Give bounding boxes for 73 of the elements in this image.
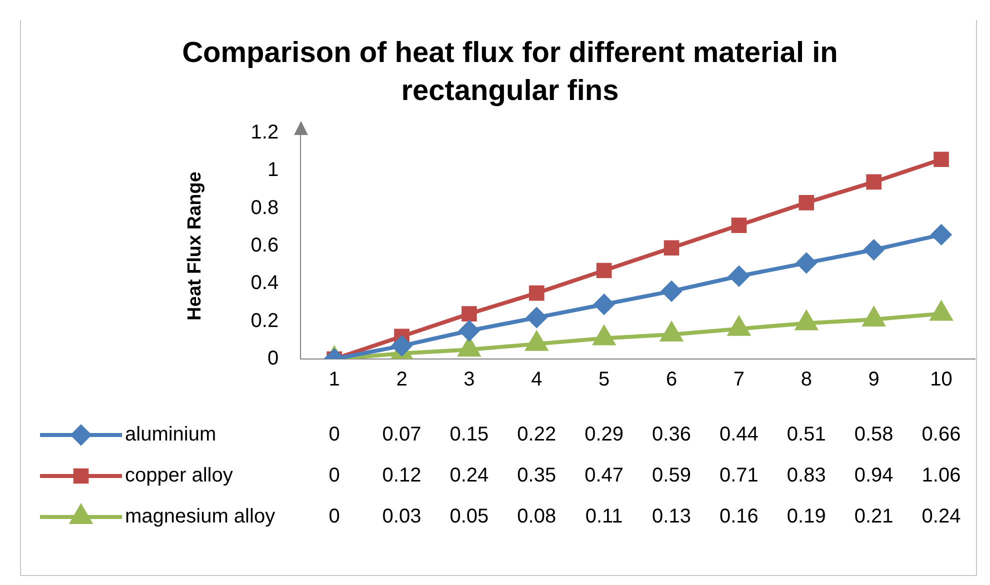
point (798, 195, 814, 210)
legend-label: aluminium (125, 424, 216, 446)
data-label: 0.94 (854, 464, 894, 487)
data-label: 0.47 (584, 464, 624, 487)
data-label: 0.15 (450, 424, 489, 446)
data-label: 0 (328, 506, 340, 528)
point (596, 262, 612, 278)
point (864, 240, 884, 260)
data-label: 0.03 (382, 506, 422, 528)
y-tick-label: 0 (267, 348, 279, 370)
point (662, 281, 682, 302)
legend-label: magnesium alloy (125, 506, 276, 528)
y-tick-label: 0.4 (250, 272, 279, 294)
x-tick-label: 6 (666, 368, 678, 391)
data-label: 0.24 (450, 464, 489, 487)
point (458, 338, 480, 357)
y-tick-label: 0.2 (250, 310, 279, 332)
data-label: 0.59 (652, 464, 691, 487)
point (866, 174, 882, 190)
x-tick-label: 2 (396, 368, 408, 391)
data-label: 0.66 (922, 424, 961, 446)
data-label: 0.21 (854, 506, 894, 528)
point (863, 307, 884, 326)
point (930, 302, 952, 321)
point (796, 311, 818, 330)
point (664, 240, 680, 256)
y-axis-title: Heat Flux Range (184, 172, 206, 320)
x-tick-label: 5 (598, 368, 610, 391)
point (796, 252, 816, 273)
data-label: 0 (328, 424, 340, 446)
y-tick-label: 0.6 (250, 234, 279, 257)
data-label: 0.07 (382, 424, 422, 446)
y-tick-label: 1 (267, 159, 279, 182)
x-tick-label: 8 (800, 368, 812, 391)
data-label: 0.19 (786, 506, 826, 528)
data-label: 0.83 (786, 464, 826, 487)
point (526, 332, 548, 351)
point (728, 266, 749, 286)
data-label: 0.12 (382, 464, 422, 487)
data-label: 0.44 (719, 424, 758, 446)
data-label: 0.71 (719, 464, 758, 487)
data-label: 0.22 (517, 424, 556, 446)
point (528, 285, 544, 301)
point (731, 218, 747, 233)
point (593, 326, 615, 346)
data-label: 0.35 (517, 464, 556, 487)
data-label: 0.08 (517, 506, 556, 528)
data-label: 0.05 (450, 506, 489, 528)
data-label: 0.16 (719, 506, 758, 528)
x-tick-label: 1 (328, 368, 340, 391)
data-label: 0.29 (584, 424, 624, 446)
data-label: 0.11 (585, 506, 623, 528)
point (931, 224, 952, 245)
legend-label: copper alloy (125, 464, 233, 487)
chart-title: Comparison of heat flux for different material in rectangular fins (181, 36, 839, 109)
y-tick-label: 0.8 (250, 196, 279, 219)
point (934, 152, 949, 168)
x-tick-label: 7 (733, 368, 745, 391)
point (728, 316, 750, 336)
x-tick-label: 9 (868, 368, 880, 391)
point (660, 322, 682, 342)
data-label: 0.51 (786, 424, 826, 446)
data-label: 0.13 (652, 506, 691, 528)
x-tick-label: 10 (930, 368, 952, 391)
data-label: 0.58 (854, 424, 894, 446)
data-label: 0.36 (652, 424, 691, 446)
data-label: 1.06 (922, 464, 961, 487)
data-label: 0.24 (922, 506, 961, 528)
point (594, 294, 614, 314)
data-label: 0 (328, 464, 340, 487)
x-tick-label: 3 (464, 368, 475, 391)
y-tick-label: 1.2 (250, 122, 279, 144)
x-tick-label: 4 (531, 368, 542, 391)
